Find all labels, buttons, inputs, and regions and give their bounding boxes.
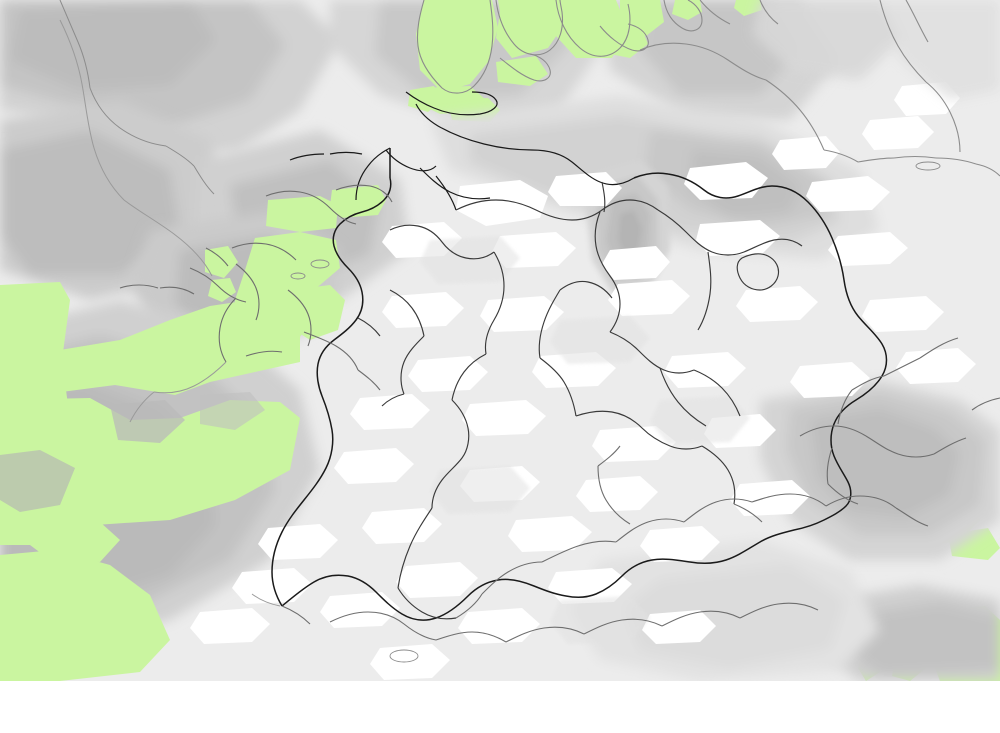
cloud-field-poland <box>752 0 1000 100</box>
border-czech-poland <box>733 337 1000 523</box>
water-features <box>290 161 941 663</box>
cloud-cover-raster <box>0 0 1000 681</box>
border-german-states <box>357 181 803 620</box>
border-germany <box>271 148 888 621</box>
clear-sky-france <box>0 282 300 681</box>
clear-sky-benelux <box>205 185 386 358</box>
border-france <box>59 19 281 607</box>
coastline-north-sea <box>289 91 635 211</box>
border-alps <box>281 445 929 643</box>
coastline-baltic <box>639 0 1000 177</box>
cloud-midtones-germany <box>420 236 750 644</box>
weather-map-canvas[interactable] <box>0 0 1000 681</box>
map-footer: Cloud cover (total) [%] GFS Sa 18-04-202… <box>0 681 1000 733</box>
coastline-denmark <box>416 0 703 94</box>
border-benelux <box>119 184 393 391</box>
coastline-british-isles <box>59 0 215 195</box>
cloud-field-carpathians <box>760 380 1000 681</box>
clear-sky-denmark <box>408 0 762 122</box>
